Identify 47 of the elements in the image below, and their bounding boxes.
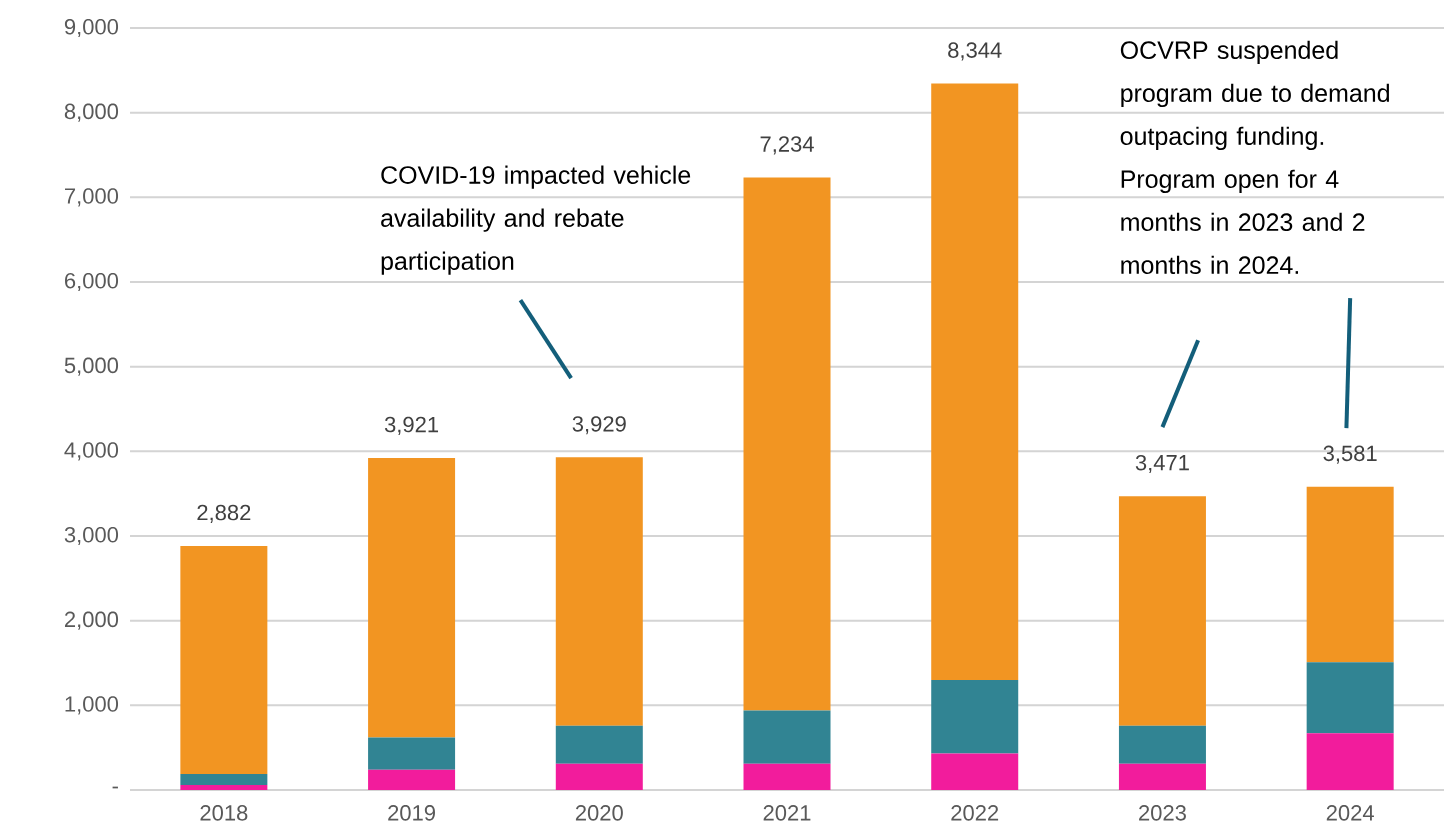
y-tick-label: 4,000 [64, 442, 119, 461]
annotation: COVID-19 impacted vehicle availability and rebate participation [381, 165, 691, 275]
bar [180, 545, 268, 774]
x-tick-label: 2018 [200, 805, 248, 821]
bar [931, 83, 1019, 680]
total-label: 3,471 [1135, 454, 1189, 474]
y-tick-label: 1,000 [65, 696, 119, 715]
y-tick-label: 2,000 [64, 611, 119, 630]
y-tick-label: 8,000 [64, 103, 119, 122]
bar [1118, 496, 1206, 726]
bar [180, 784, 268, 790]
x-tick-label: 2024 [1326, 805, 1374, 821]
x-tick-label: 2019 [388, 805, 435, 821]
y-tick-label: 6,000 [65, 272, 119, 292]
bar [1118, 725, 1206, 764]
total-label: 2,882 [197, 504, 251, 523]
bar [931, 753, 1019, 790]
x-tick-label: 2022 [951, 805, 999, 821]
x-tick-label: 2020 [575, 805, 623, 821]
y-tick-label: 7,000 [65, 188, 119, 207]
bar [368, 769, 456, 790]
annotation: OCVRP suspended program due to demand outpacing funding. Program open for 4 months in 2023 and 2 months in 2024. [1120, 40, 1389, 275]
bar [555, 725, 643, 764]
total-label: 8,344 [948, 42, 1002, 61]
bar [368, 737, 456, 770]
bar [1118, 763, 1206, 790]
bar [555, 457, 643, 726]
y-tick-label: 3,000 [64, 526, 119, 546]
bar [555, 763, 643, 790]
bar [368, 458, 456, 738]
bar [1306, 662, 1394, 734]
total-label: 3,581 [1323, 445, 1377, 464]
y-tick-label: 5,000 [64, 357, 119, 376]
bar [1306, 486, 1394, 663]
total-label: 3,921 [384, 416, 439, 435]
x-tick-label: 2021 [763, 805, 811, 821]
total-label: 7,234 [760, 136, 814, 155]
x-tick-label: 2023 [1139, 805, 1186, 821]
bar [743, 763, 831, 790]
y-tick-label: 9,000 [64, 18, 119, 38]
total-label: 3,929 [572, 416, 626, 435]
bar [743, 177, 831, 711]
bar [180, 773, 268, 785]
y-tick-label: - [112, 786, 118, 789]
bar [1306, 733, 1394, 790]
bar [743, 710, 831, 764]
bar [931, 679, 1019, 754]
